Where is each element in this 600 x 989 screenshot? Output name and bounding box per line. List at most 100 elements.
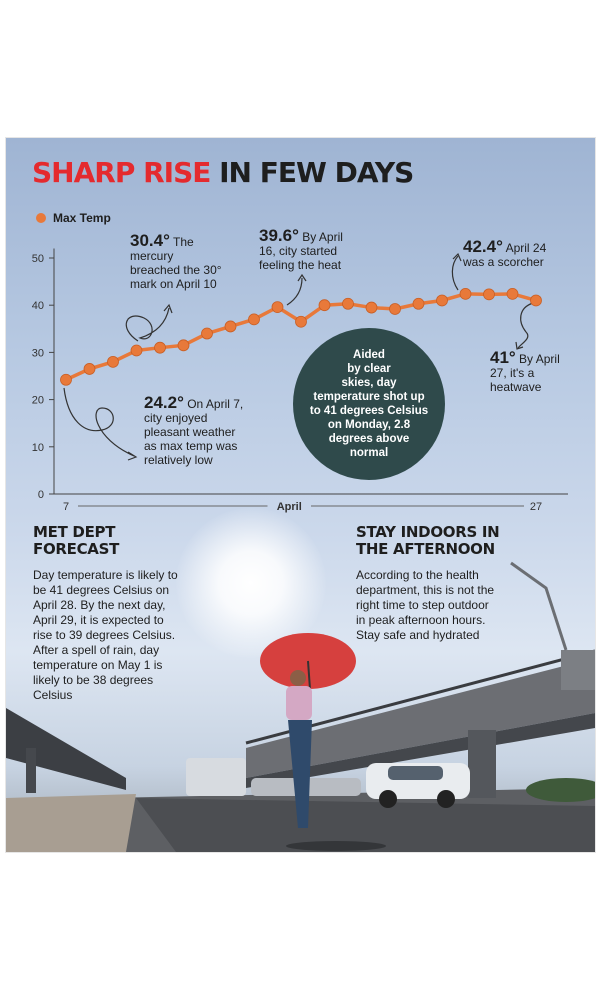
- data-point: [412, 297, 425, 310]
- y-tick-label: 50: [32, 253, 44, 265]
- annotation-value: 39.6°: [259, 226, 299, 245]
- arrow-39-6-head: [297, 273, 307, 282]
- data-point: [365, 301, 378, 314]
- street-light: [510, 561, 568, 651]
- heading-line: STAY INDOORS IN: [356, 523, 500, 541]
- data-point: [530, 294, 542, 307]
- arrow-39-6: [286, 277, 303, 306]
- car-wheel: [379, 790, 397, 808]
- x-tick-label: 27: [530, 501, 542, 513]
- data-point: [271, 301, 284, 313]
- legend-dot-icon: [36, 213, 46, 223]
- indoors-body: According to the health department, this…: [356, 568, 546, 643]
- callout-line: degrees above: [328, 433, 410, 445]
- y-tick-label: 40: [32, 300, 44, 312]
- annotation-line: 16, city started: [259, 244, 338, 258]
- data-point: [130, 344, 143, 357]
- callout-circle: Aided by clear skies, day temperature sh…: [293, 328, 445, 480]
- sun-glare: [176, 508, 326, 658]
- data-point: [107, 355, 119, 368]
- left-bridge: [6, 708, 126, 790]
- body-line: April 28. By the next day,: [33, 598, 166, 612]
- annotation-line: By April: [515, 352, 560, 366]
- data-point: [83, 363, 96, 375]
- trees: [526, 778, 595, 802]
- annotation-24-2: 24.2° On April 7, city enjoyed pleasant …: [144, 393, 284, 467]
- data-point: [506, 287, 519, 300]
- sidewalk: [6, 794, 136, 852]
- callout-line: normal: [349, 447, 389, 459]
- street-photo-scene: [6, 561, 595, 852]
- series-line: [65, 292, 537, 382]
- annotation-line: 27, it's a: [490, 366, 535, 380]
- y-tick-label: 20: [32, 395, 44, 407]
- annotation-line: feeling the heat: [259, 258, 342, 272]
- body-line: temperature on May 1 is: [33, 658, 163, 672]
- body-line: After a spell of rain, day: [33, 643, 160, 657]
- y-tick-label: 0: [38, 489, 44, 501]
- data-point: [295, 315, 307, 328]
- data-point: [389, 303, 401, 315]
- y-tick-label: 30: [32, 347, 44, 359]
- heading-line: MET DEPT: [33, 523, 116, 541]
- line-chart: 0 10 20 30 40 50 7 27 April: [32, 248, 568, 513]
- annotation-line: city enjoyed: [144, 411, 208, 425]
- body-line: Day temperature is likely to: [33, 568, 178, 582]
- body-line: in peak afternoon hours.: [356, 613, 486, 627]
- data-point: [201, 327, 213, 340]
- arrow-24-2-head: [127, 451, 138, 461]
- annotation-41: 41° By April 27, it's a heatwave: [490, 348, 590, 394]
- annotation-line: pleasant weather: [144, 425, 236, 439]
- annotation-value: 41°: [490, 348, 516, 367]
- chart-title: SHARP RISE IN FEW DAYS: [32, 156, 414, 189]
- legend: Max Temp: [36, 211, 111, 225]
- annotation-line: mark on April 10: [130, 277, 217, 291]
- annotation-39-6: 39.6° By April 16, city started feeling …: [259, 226, 379, 272]
- arrow-30-4-head: [163, 303, 173, 314]
- data-point: [342, 297, 354, 310]
- person-torso: [286, 686, 312, 720]
- data-point: [60, 373, 72, 386]
- infographic-panel: SHARP RISE IN FEW DAYS Max Temp 0 10 20 30 4…: [5, 137, 596, 853]
- arrow-41-head: [515, 341, 524, 350]
- annotation-value: 24.2°: [144, 393, 184, 412]
- annotation-line: By April: [298, 230, 343, 244]
- flyover-underside: [246, 713, 595, 788]
- flyover-deck: [246, 658, 595, 778]
- left-bridge-pillar: [26, 748, 36, 793]
- body-line: be 41 degrees Celsius on: [33, 583, 170, 597]
- road-shadow: [136, 798, 595, 852]
- data-point: [177, 339, 190, 352]
- callout-line: on Monday, 2.8: [327, 419, 411, 431]
- data-point: [248, 313, 260, 326]
- forecast-heading: MET DEPT FORECAST: [33, 524, 119, 558]
- annotation-30-4: 30.4° The mercury breached the 30° mark …: [130, 231, 270, 291]
- x-tick-label: 7: [63, 501, 69, 513]
- flyover-pillar: [468, 730, 496, 798]
- person-legs: [288, 720, 312, 828]
- body-line: Stay safe and hydrated: [356, 628, 480, 642]
- annotation-line: mercury: [130, 249, 174, 263]
- arrow-42-4: [451, 255, 459, 291]
- callout-line: by clear: [347, 363, 391, 375]
- body-line: Celsius: [33, 688, 73, 702]
- annotation-line: On April 7,: [183, 397, 244, 411]
- body-line: According to the health: [356, 568, 479, 582]
- title-highlight: SHARP RISE: [32, 156, 211, 189]
- annotation-line: April 24: [502, 241, 547, 255]
- callout-line: Aided: [353, 349, 385, 361]
- callout-line: to 41 degrees Celsius: [309, 405, 429, 417]
- callout-line: temperature shot up: [313, 391, 425, 403]
- body-line: rise to 39 degrees Celsius.: [33, 628, 176, 642]
- annotation-line: was a scorcher: [463, 255, 544, 269]
- annotation-line: relatively low: [144, 453, 213, 467]
- heading-line: THE AFTERNOON: [356, 540, 495, 558]
- annotation-value: 42.4°: [463, 237, 503, 256]
- y-tick-label: 10: [32, 442, 44, 454]
- data-point: [459, 287, 472, 300]
- arrow-41: [517, 302, 534, 349]
- annotation-value: 30.4°: [130, 231, 170, 250]
- annotation-arrows: [63, 252, 534, 461]
- white-car-window: [388, 766, 443, 780]
- annotation-line: heatwave: [490, 380, 542, 394]
